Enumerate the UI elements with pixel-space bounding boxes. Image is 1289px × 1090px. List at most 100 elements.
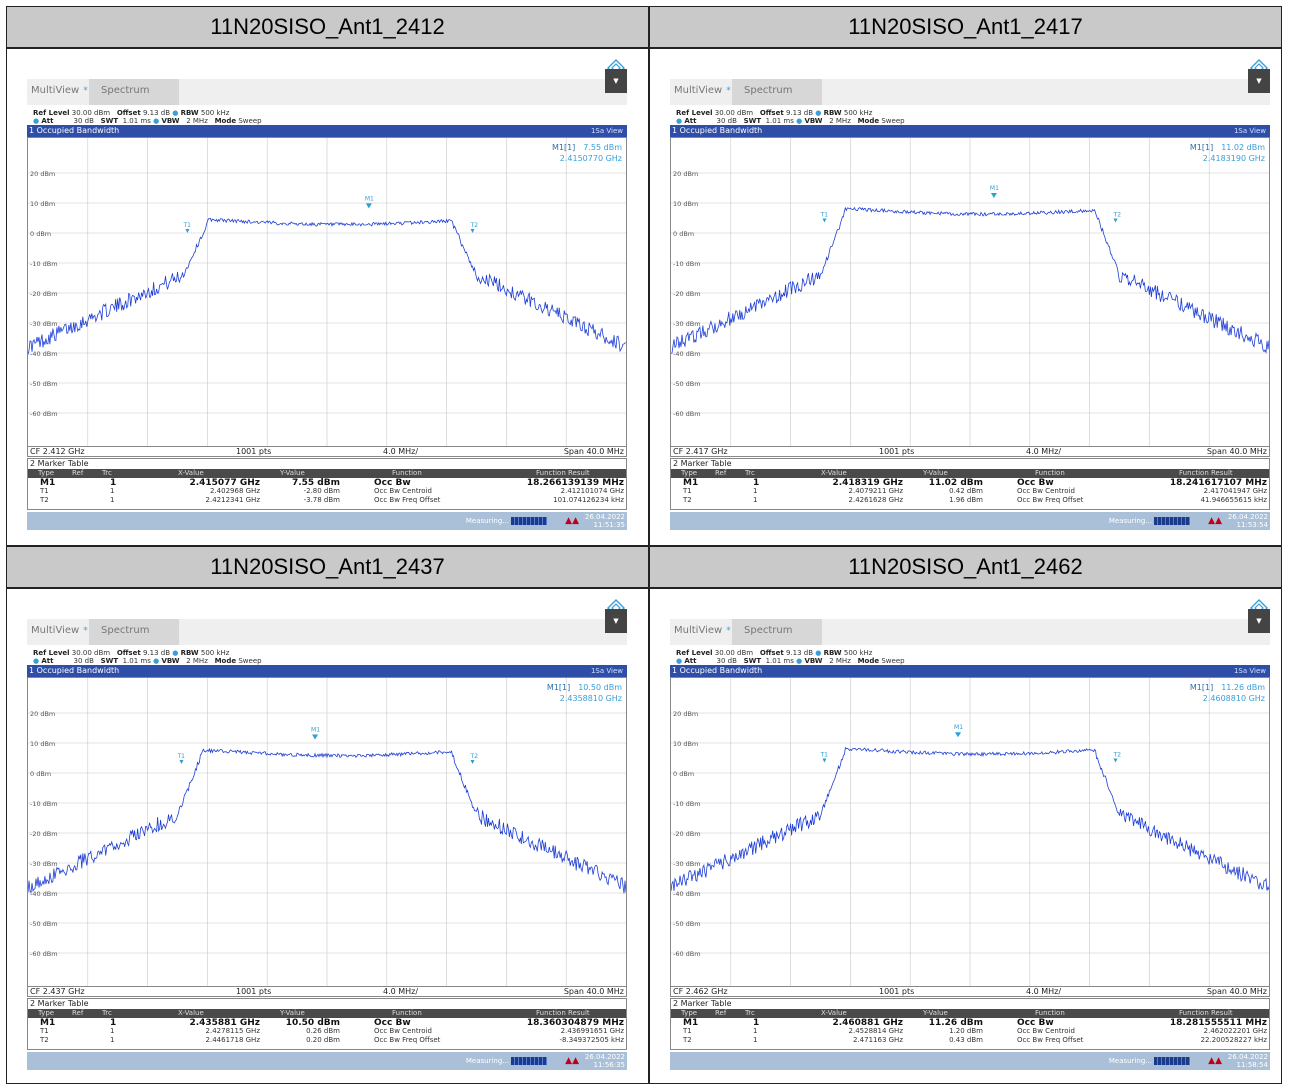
plot-footer: CF 2.417 GHz 1001 pts 4.0 MHz/ Span 40.0… [670,447,1270,457]
text-info1-rbw: 500 kHz [200,109,230,117]
text-info1-ref_level: 30.00 dBm [71,649,111,657]
marker-m1 [365,203,372,209]
y-axis-label: 20 dBm [673,710,698,718]
cell-fn: Occ Bw [1017,1018,1054,1028]
sweep-points: 1001 pts [236,987,272,996]
division-span: 4.0 MHz/ [1026,447,1062,456]
menu-dropdown-button[interactable]: ▼ [605,69,627,93]
spectrum-plot: 20 dBm 10 dBm 0 dBm -10 dBm -20 dBm -30 dBm -4… [27,137,627,447]
cell-trc: 1 [110,1027,115,1035]
text-table_headers-5: Function [392,1009,422,1017]
marker-t2-label: T2 [1113,212,1122,219]
menu-dropdown-button[interactable]: ▼ [605,609,627,633]
y-axis-label: 0 dBm [30,770,51,778]
warning-icon: ▲▲ [1208,516,1222,526]
text-info1-rbw: 500 kHz [843,649,873,657]
tab-multiview[interactable]: MultiView * [674,625,731,636]
text-table_headers-2: Trc [745,469,755,477]
marker-t2-label: T2 [470,222,479,229]
panel-cell-4: MultiView * Spectrum ▼ Ref Level 30.00 dB… [649,588,1282,1084]
text-window_title: 1 Occupied Bandwidth [29,126,120,135]
tab-multiview[interactable]: MultiView * [31,85,88,96]
y-axis-label: 0 dBm [30,230,51,238]
text-status-time: 11:58:54 [1236,1061,1268,1069]
tab-spectrum[interactable]: Spectrum [89,79,179,105]
window-title-bar: 1 Occupied Bandwidth 1Sa View [670,665,1270,677]
menu-dropdown-button[interactable]: ▼ [1248,69,1270,93]
text-table_headers-4: Y-Value [923,1009,948,1017]
panel-title-3: 11N20SISO_Ant1_2437 [6,546,649,588]
text-info2-att: 30 dB [73,657,94,665]
text-info1-offset_label: Offset [116,109,141,117]
marker-table-title: 2 Marker Table [30,999,89,1008]
y-axis-label: -10 dBm [673,800,701,808]
marker-t1-label: T1 [182,222,191,229]
marker-table: 2 Marker Table Type Ref Trc X-Value Y-Va… [670,458,1270,510]
cell-y: 11.02 dBm [928,478,983,488]
marker-t2 [1113,758,1118,763]
marker-m1-label: M1 [954,724,963,731]
cell-fn: Occ Bw [1017,478,1054,488]
cell-x: 2.4212341 GHz [205,496,260,504]
text-info2-vbw: 2 MHz [186,117,208,125]
text-table_headers-5: Function [1035,469,1065,477]
y-axis-label: -10 dBm [30,800,58,808]
status-bar: Measuring... ▲▲ 26.04.2022 11:56:35 [27,1052,627,1070]
text-table_headers-4: Y-Value [923,469,948,477]
view-mode: 1Sa View [1233,667,1266,675]
y-axis-label: -20 dBm [30,830,58,838]
window-title-bar: 1 Occupied Bandwidth 1Sa View [27,665,627,677]
cell-type: T2 [683,496,692,504]
text-table_headers-0: Type [681,1009,698,1017]
tab-multiview[interactable]: MultiView * [674,85,731,96]
settings-line-2: ● Att 30 dB SWT 1.01 ms ● VBW 2 MHz Mode… [33,117,262,125]
table-row: M1 1 2.460881 GHz 11.26 dBm Occ Bw 18.2815555… [671,1018,1269,1028]
measuring-status: Measuring... [465,1057,509,1065]
marker-t1-label: T1 [819,212,828,219]
cell-trc: 1 [110,478,117,488]
text-info2-vbw: 2 MHz [186,657,208,665]
spectrum-trace [671,746,1269,892]
cell-type: M1 [683,1018,699,1028]
cell-y: 0.42 dBm [949,487,983,495]
panel-cell-1: MultiView * Spectrum ▼ Ref Level 30.00 dB… [6,48,649,546]
cell-result: 18.241617107 MHz [1169,478,1267,488]
cell-type: T1 [40,487,49,495]
marker-table-header: Type Ref Trc X-Value Y-Value Function Fu… [28,469,626,478]
text-table_headers-2: Trc [102,469,112,477]
center-frequency: CF 2.412 GHz [30,447,85,456]
tab-spectrum[interactable]: Spectrum [732,79,822,105]
plot-footer: CF 2.462 GHz 1001 pts 4.0 MHz/ Span 40.0… [670,987,1270,997]
tab-multiview[interactable]: MultiView * [31,625,88,636]
text-table_headers-3: X-Value [178,469,204,477]
cell-type: M1 [40,478,56,488]
y-axis-label: 10 dBm [673,200,698,208]
tab-spectrum[interactable]: Spectrum [732,619,822,645]
view-mode: 1Sa View [590,667,623,675]
tab-spectrum[interactable]: Spectrum [89,619,179,645]
progress-bars-icon [511,1057,547,1065]
text-info2-mode: Sweep [881,117,905,125]
table-row: M1 1 2.435881 GHz 10.50 dBm Occ Bw 18.3603048… [28,1018,626,1028]
tab-bar: MultiView * Spectrum [670,619,1270,645]
text-status-date: 26.04.2022 [584,1053,625,1061]
cell-result: 18.266139139 MHz [526,478,624,488]
table-row: T1 1 2.4079211 GHz 0.42 dBm Occ Bw Centroid 2… [671,487,1269,496]
progress-bars-icon [1154,1057,1190,1065]
menu-dropdown-button[interactable]: ▼ [1248,609,1270,633]
frequency-span: Span 40.0 MHz [563,447,624,456]
window-title-bar: 1 Occupied Bandwidth 1Sa View [27,125,627,137]
text-info2-mode_label: Mode [214,657,237,665]
marker-table: 2 Marker Table Type Ref Trc X-Value Y-Va… [27,458,627,510]
text-info2-swt_label: SWT [100,657,119,665]
y-axis-label: -30 dBm [673,860,701,868]
text-info1-ref_level: 30.00 dBm [714,649,754,657]
sweep-points: 1001 pts [236,447,272,456]
marker-t1-label: T1 [176,753,185,760]
text-info2-swt: 1.01 ms [765,117,794,125]
table-row: T2 1 2.4461718 GHz 0.20 dBm Occ Bw Freq Offs… [28,1036,626,1045]
warning-icon: ▲▲ [1208,1056,1222,1066]
y-axis-label: -20 dBm [673,290,701,298]
marker-t2-label: T2 [470,753,479,760]
plot-footer: CF 2.412 GHz 1001 pts 4.0 MHz/ Span 40.0… [27,447,627,457]
